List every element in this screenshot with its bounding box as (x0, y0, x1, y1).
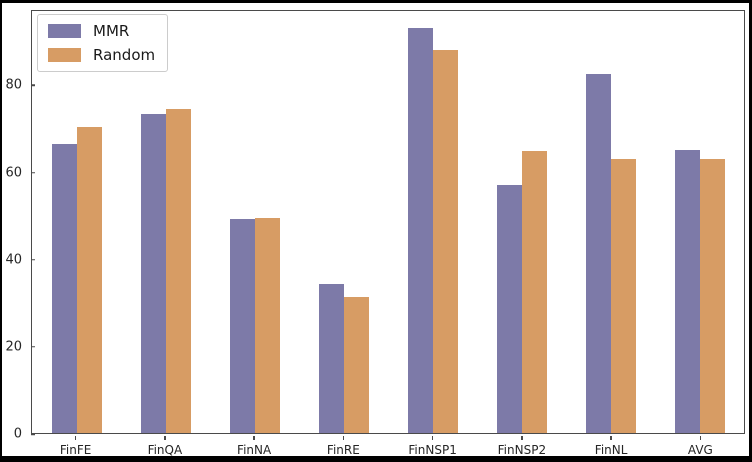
x-tick-cell-finna: FinNA (210, 435, 299, 457)
bar-group-finna (210, 11, 299, 433)
x-tick-label-finqa: FinQA (147, 442, 183, 457)
legend-label-mmr: MMR (93, 22, 130, 40)
x-tick-mark-finnl (610, 435, 612, 440)
legend-swatch-mmr (48, 24, 81, 39)
x-tick-mark-finnsp1 (431, 435, 434, 440)
bar-group-finnl (566, 11, 655, 433)
x-tick-label-finnsp2: FinNSP2 (497, 442, 547, 457)
bar-mmr-finfe (51, 143, 77, 433)
bar-random-finnl (610, 159, 636, 433)
plot-area (31, 10, 745, 434)
bar-mmr-finnsp2 (496, 185, 522, 433)
bar-group-finnsp2 (477, 11, 566, 433)
legend-swatch-random (48, 47, 81, 62)
bar-random-finqa (165, 108, 191, 433)
legend-item-random: Random (48, 45, 157, 64)
x-tick-mark-finnsp2 (521, 435, 523, 440)
x-tick-mark-finqa (164, 435, 166, 440)
bar-mmr-finre (318, 284, 344, 433)
x-tick-label-finfe: FinFE (59, 442, 92, 457)
x-tick-cell-finqa: FinQA (120, 435, 209, 457)
legend-item-mmr: MMR (48, 23, 157, 40)
x-tick-mark-avg (699, 435, 702, 440)
legend: MMR Random (37, 14, 168, 72)
bar-random-avg (699, 158, 725, 433)
bar-chart-figure: 0 20 40 60 80 FinFE FinQA FinNA FinRE FinNSP1 Fin… (2, 3, 749, 457)
x-tick-mark-finfe (74, 435, 77, 440)
y-tick-label-80: 80 (5, 77, 22, 93)
x-tick-label-finnl: FinNL (594, 442, 628, 457)
y-tick-mark-60 (30, 171, 35, 174)
x-tick-cell-finfe: FinFE (31, 435, 120, 457)
bar-group-finnsp1 (388, 11, 477, 433)
y-tick-label-20: 20 (5, 339, 22, 355)
bar-random-finre (343, 297, 369, 433)
x-axis: FinFE FinQA FinNA FinRE FinNSP1 FinNSP2 FinNL A… (31, 435, 745, 457)
bar-mmr-finna (229, 219, 255, 433)
y-tick-mark-40 (30, 258, 35, 261)
bar-random-finnsp2 (521, 151, 547, 433)
bar-group-finre (299, 11, 388, 433)
bar-mmr-finqa (140, 114, 166, 433)
bar-random-finnsp1 (432, 50, 458, 433)
x-tick-label-avg: AVG (687, 442, 713, 457)
legend-label-random: Random (93, 45, 156, 64)
y-tick-mark-0 (30, 433, 35, 435)
x-tick-cell-finre: FinRE (299, 435, 388, 457)
x-tick-label-finre: FinRE (326, 442, 360, 457)
bar-mmr-finnl (585, 74, 611, 433)
x-tick-label-finnsp1: FinNSP1 (408, 442, 457, 457)
bar-random-finfe (76, 127, 102, 433)
x-tick-mark-finre (342, 435, 345, 440)
x-tick-cell-finnsp1: FinNSP1 (388, 435, 477, 457)
bar-group-avg (655, 11, 744, 433)
y-tick-label-0: 0 (13, 426, 22, 442)
y-tick-label-40: 40 (5, 252, 22, 268)
bar-group-finqa (121, 11, 210, 433)
x-tick-mark-finna (253, 435, 255, 440)
x-tick-label-finna: FinNA (237, 442, 272, 457)
bar-mmr-avg (674, 149, 700, 433)
bar-group-finfe (32, 11, 121, 433)
y-tick-mark-20 (30, 346, 35, 348)
bar-random-finna (254, 217, 280, 433)
x-tick-cell-avg: AVG (656, 435, 745, 457)
bar-mmr-finnsp1 (407, 28, 433, 433)
x-tick-cell-finnl: FinNL (567, 435, 656, 457)
y-tick-label-60: 60 (5, 165, 22, 181)
y-tick-mark-80 (30, 84, 35, 87)
x-tick-cell-finnsp2: FinNSP2 (477, 435, 566, 457)
